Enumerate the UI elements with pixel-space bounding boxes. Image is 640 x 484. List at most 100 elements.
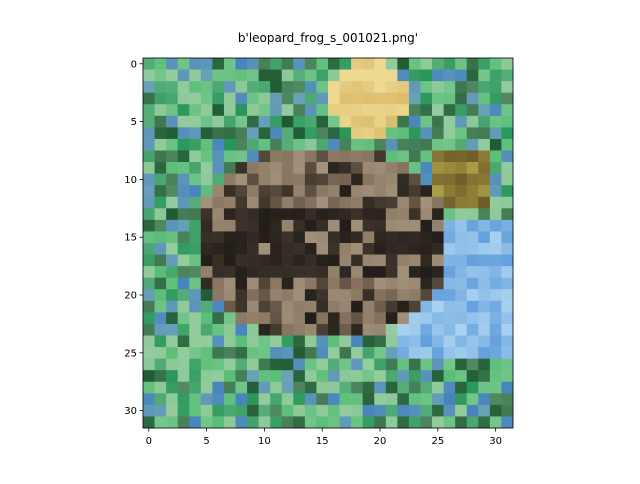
pixel	[223, 335, 236, 348]
pixel	[420, 254, 433, 267]
pixel	[212, 323, 225, 336]
pixel	[270, 185, 283, 198]
pixel	[212, 335, 225, 348]
pixel	[177, 347, 190, 359]
pixel	[235, 115, 248, 128]
pixel	[455, 162, 468, 174]
pixel	[351, 115, 363, 128]
pixel	[351, 243, 363, 255]
pixel	[223, 104, 236, 117]
pixel	[154, 243, 167, 255]
pixel	[432, 370, 444, 383]
pixel	[501, 115, 514, 128]
pixel	[351, 58, 363, 70]
pixel	[223, 370, 236, 383]
pixel	[189, 115, 202, 128]
pixel	[166, 300, 178, 313]
pixel	[374, 69, 387, 82]
pixel	[328, 208, 340, 221]
pixel	[223, 208, 236, 221]
pixel	[466, 231, 479, 244]
pixel	[432, 92, 444, 105]
pixel	[489, 58, 502, 70]
pixel	[293, 196, 306, 209]
pixel	[339, 208, 352, 221]
pixel	[258, 300, 271, 313]
pixel	[270, 243, 283, 255]
pixel	[362, 219, 375, 232]
pixel	[154, 69, 167, 82]
pixel	[154, 323, 167, 336]
pixel	[443, 92, 456, 105]
pixel	[385, 231, 398, 244]
pixel	[478, 115, 491, 128]
pixel	[385, 58, 398, 70]
pixel	[200, 300, 213, 313]
pixel	[281, 370, 294, 383]
pixel	[154, 173, 167, 186]
pixel	[443, 347, 456, 359]
pixel	[316, 323, 329, 336]
pixel	[339, 243, 352, 255]
pixel	[385, 92, 398, 105]
pixel	[258, 219, 271, 232]
pixel	[385, 300, 398, 313]
pixel	[408, 300, 421, 313]
pixel	[489, 231, 502, 244]
pixel	[443, 150, 456, 163]
pixel	[362, 266, 375, 278]
pixel	[328, 312, 340, 325]
pixel	[408, 127, 421, 140]
pixel	[293, 277, 306, 290]
pixel	[166, 173, 178, 186]
pixel	[212, 104, 225, 117]
pixel	[177, 358, 190, 371]
pixel	[304, 254, 317, 267]
pixel	[362, 104, 375, 117]
pixel	[443, 58, 456, 70]
pixel	[420, 92, 433, 105]
pixel	[455, 92, 468, 105]
pixel	[235, 243, 248, 255]
pixel	[351, 393, 363, 406]
pixel	[420, 219, 433, 232]
pixel	[432, 196, 444, 209]
pixel	[154, 185, 167, 198]
pixel	[143, 231, 155, 244]
pixel	[420, 393, 433, 406]
pixel	[293, 81, 306, 93]
pixel	[304, 300, 317, 313]
pixel	[200, 162, 213, 174]
pixel	[189, 196, 202, 209]
pixel	[420, 150, 433, 163]
pixel	[154, 254, 167, 267]
pixel	[281, 219, 294, 232]
pixel	[339, 150, 352, 163]
pixel	[432, 300, 444, 313]
pixel	[432, 381, 444, 394]
pixel	[408, 393, 421, 406]
pixel	[466, 404, 479, 417]
pixel	[443, 104, 456, 117]
pixel	[281, 347, 294, 359]
pixel	[247, 370, 259, 383]
pixel	[501, 231, 514, 244]
pixel	[443, 335, 456, 348]
pixel	[177, 69, 190, 82]
pixel	[154, 150, 167, 163]
pixel	[501, 69, 514, 82]
pixel	[154, 335, 167, 348]
pixel	[362, 323, 375, 336]
pixel	[270, 277, 283, 290]
pixel	[432, 173, 444, 186]
pixel	[154, 416, 167, 429]
pixel	[328, 150, 340, 163]
x-tick-label: 15	[316, 436, 329, 447]
pixel	[478, 196, 491, 209]
pixel	[258, 254, 271, 267]
pixel	[408, 266, 421, 278]
pixel	[408, 312, 421, 325]
pixel	[432, 266, 444, 278]
pixel	[270, 92, 283, 105]
pixel	[501, 370, 514, 383]
